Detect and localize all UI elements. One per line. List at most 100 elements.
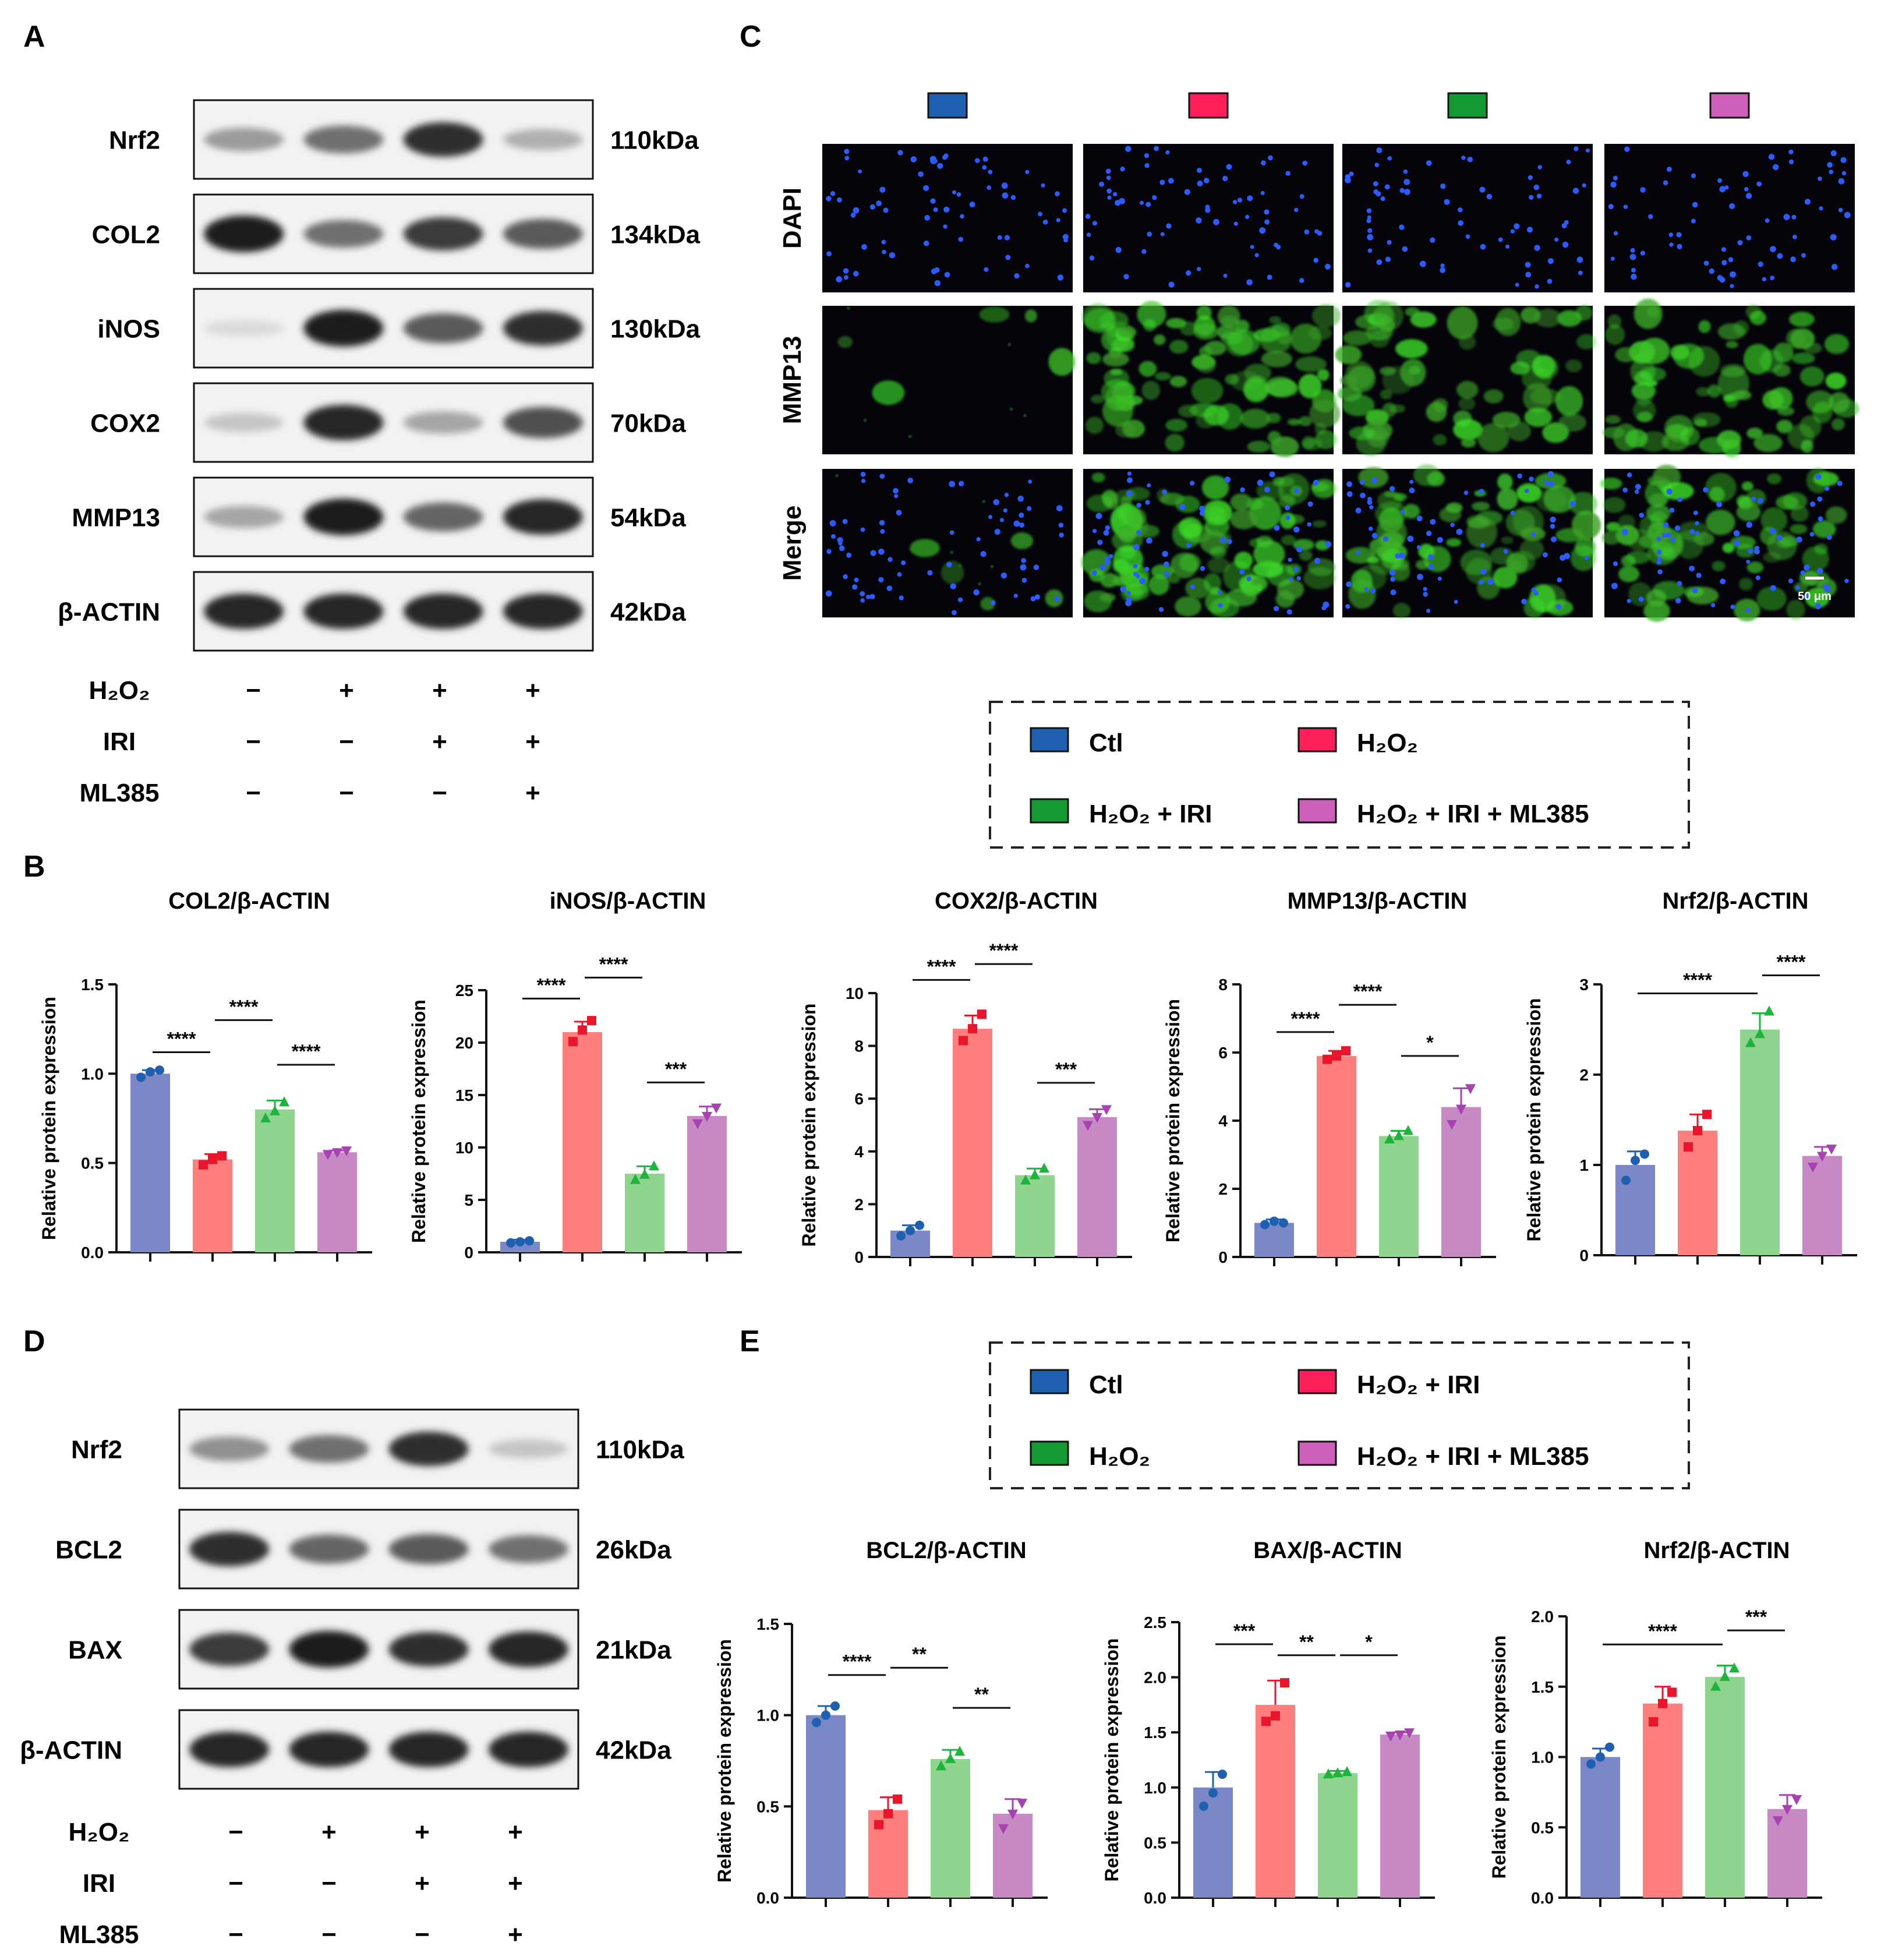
cell-cytoplasm xyxy=(1091,472,1105,483)
blot-band xyxy=(403,593,483,630)
cell-cytoplasm xyxy=(1335,345,1362,365)
cell-cytoplasm xyxy=(1205,589,1230,614)
cell-cytoplasm xyxy=(1736,503,1761,521)
cell-cytoplasm xyxy=(1789,312,1815,327)
blot-label: Nrf2 xyxy=(109,126,160,155)
data-point xyxy=(1279,1218,1288,1228)
cell-cytoplasm xyxy=(1601,531,1621,545)
nucleus xyxy=(1515,282,1519,287)
legend-label-h2o2-iri-ml385: H₂O₂ + IRI + ML385 xyxy=(1357,800,1589,828)
nucleus xyxy=(1611,582,1618,589)
nucleus xyxy=(1844,211,1851,218)
nucleus xyxy=(1419,260,1426,267)
nucleus xyxy=(1837,481,1843,486)
cell-cytoplasm xyxy=(1220,331,1244,345)
nucleus xyxy=(1534,284,1539,289)
nucleus xyxy=(943,206,950,213)
y-axis-label: Relative protein expression xyxy=(38,997,59,1240)
nucleus xyxy=(838,541,843,546)
nucleus xyxy=(836,197,842,203)
cell-cytoplasm xyxy=(1204,341,1226,356)
significance-label: ** xyxy=(1299,1631,1314,1652)
nucleus xyxy=(1218,602,1223,608)
nucleus xyxy=(1019,512,1024,518)
blot-band xyxy=(388,1431,469,1467)
nucleus xyxy=(1162,550,1168,557)
nucleus xyxy=(878,548,885,555)
cell-cytoplasm xyxy=(950,550,954,555)
nucleus xyxy=(1770,246,1776,252)
blot-band xyxy=(189,1731,270,1768)
bar xyxy=(953,1029,992,1257)
nucleus xyxy=(1264,209,1270,215)
nucleus xyxy=(1285,505,1290,511)
nucleus xyxy=(1274,242,1278,248)
nucleus xyxy=(976,537,981,542)
nucleus xyxy=(826,251,832,257)
nucleus xyxy=(1480,543,1485,548)
nucleus xyxy=(1525,262,1531,268)
nucleus xyxy=(853,207,860,214)
condition-mark: + xyxy=(432,676,447,705)
cell-cytoplasm xyxy=(1825,372,1847,390)
nucleus xyxy=(1623,204,1628,209)
nucleus xyxy=(1321,605,1327,610)
nucleus xyxy=(1629,253,1636,260)
chart-title: iNOS/β-ACTIN xyxy=(550,888,706,914)
cell-cytoplasm xyxy=(1636,411,1653,422)
cell-cytoplasm xyxy=(1733,320,1749,336)
nucleus xyxy=(1154,146,1159,151)
nucleus xyxy=(1487,578,1494,585)
nucleus xyxy=(889,252,896,259)
cell-cytoplasm xyxy=(1555,386,1583,416)
nucleus xyxy=(1521,598,1527,605)
nucleus xyxy=(1531,587,1536,592)
cell-cytoplasm xyxy=(1009,407,1013,411)
nucleus xyxy=(1668,232,1674,237)
nucleus xyxy=(1717,275,1723,281)
bar xyxy=(1615,1165,1655,1255)
cell-cytoplasm xyxy=(1423,546,1451,573)
nucleus xyxy=(1366,208,1372,214)
cell-cytoplasm xyxy=(1243,377,1268,403)
blot-band xyxy=(204,128,284,151)
cell-cytoplasm xyxy=(1497,488,1518,510)
nucleus xyxy=(1498,237,1503,242)
y-tick-label: 2 xyxy=(1579,1066,1589,1084)
nucleus xyxy=(1307,501,1313,507)
micrograph xyxy=(1604,144,1855,292)
nucleus xyxy=(1656,536,1661,542)
nucleus xyxy=(844,156,850,161)
nucleus xyxy=(1719,186,1726,193)
nucleus xyxy=(1233,221,1238,226)
cell-cytoplasm xyxy=(1373,301,1404,331)
nucleus xyxy=(1232,200,1238,204)
cell-cytoplasm xyxy=(1790,524,1808,534)
nucleus xyxy=(1838,207,1843,213)
cell-cytoplasm xyxy=(1717,366,1749,401)
blot-label: β-ACTIN xyxy=(58,598,160,627)
nucleus xyxy=(1762,277,1767,282)
cell-cytoplasm xyxy=(1575,305,1593,321)
cell-cytoplasm xyxy=(1312,520,1327,528)
nucleus xyxy=(1755,575,1760,581)
nucleus xyxy=(1423,591,1428,597)
legend-swatch-h2o2-iri-ml385 xyxy=(1297,798,1337,824)
nucleus xyxy=(1385,256,1391,262)
y-axis-label: Relative protein expression xyxy=(1101,1638,1122,1882)
molecular-weight-label: 26kDa xyxy=(596,1536,671,1565)
cell-cytoplasm xyxy=(1743,344,1772,375)
nucleus xyxy=(1152,195,1157,200)
cell-cytoplasm xyxy=(1311,303,1341,328)
cell-cytoplasm xyxy=(1135,525,1159,538)
nucleus xyxy=(1631,273,1637,280)
nucleus xyxy=(1503,549,1508,554)
y-tick-label: 2.0 xyxy=(1531,1608,1554,1626)
nucleus xyxy=(997,235,1002,240)
panel-letter-e: E xyxy=(740,1325,760,1358)
nucleus xyxy=(846,552,852,558)
molecular-weight-label: 70kDa xyxy=(610,409,686,438)
cell-cytoplasm xyxy=(1741,481,1753,491)
nucleus xyxy=(1197,167,1203,173)
bar xyxy=(255,1109,295,1252)
